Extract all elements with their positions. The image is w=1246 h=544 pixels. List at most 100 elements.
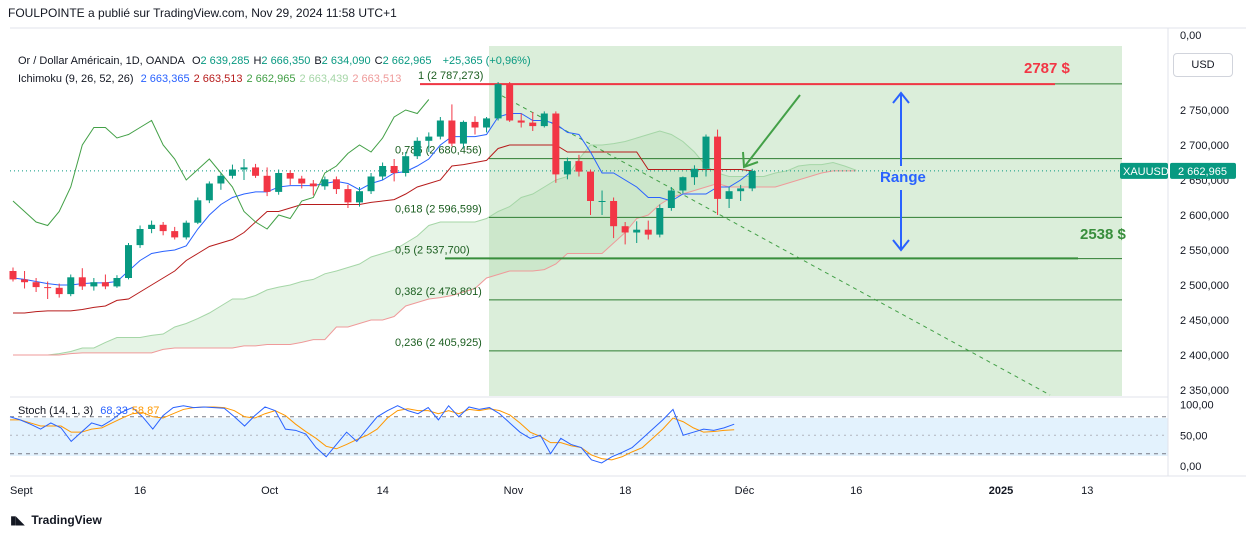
ohlc-key: H — [253, 55, 262, 67]
ichimoku-value: 2 662,965 — [246, 73, 296, 85]
symbol-legend: Or / Dollar Américain, 1D, OANDA O2 639,… — [18, 55, 535, 67]
candle-body — [598, 201, 606, 202]
candle-body — [125, 245, 132, 278]
candle-body — [78, 277, 86, 287]
candle-body — [563, 161, 571, 175]
support-label: 2538 $ — [1080, 226, 1127, 243]
stoch-tick-label: 0,00 — [1180, 461, 1201, 473]
last-price-badge — [1170, 162, 1236, 179]
ohlc-key: C — [374, 55, 383, 67]
candle-body — [644, 229, 652, 235]
tv-logo-icon: ▮◣ — [10, 513, 25, 527]
fib-level-label: 0,5 (2 537,700) — [395, 245, 470, 257]
fib-level-label: 0,618 (2 596,599) — [395, 203, 482, 215]
ohlc-c: C2 662,965 — [375, 55, 432, 67]
candle-body — [252, 167, 260, 176]
candle-body — [21, 279, 29, 283]
ichimoku-value: 2 663,513 — [193, 73, 243, 85]
trend-line — [494, 91, 1051, 396]
candle-body — [32, 282, 40, 288]
fib-level-label: 0,382 (2 478,801) — [395, 286, 482, 298]
candle-body — [575, 161, 583, 172]
stoch-legend: Stoch (14, 1, 3) 68,33 58,87 — [18, 405, 167, 417]
candle-body — [171, 231, 179, 238]
stoch-band-fill — [10, 418, 1168, 456]
candle-body — [367, 176, 375, 192]
candle-body — [725, 191, 733, 199]
ichimoku-value: 2 663,513 — [352, 73, 402, 85]
candle-body — [540, 113, 548, 127]
time-tick-label: 2025 — [989, 485, 1013, 497]
candle-body — [459, 121, 467, 144]
ohlc-values: O2 639,285 H2 666,350 B2 634,090 C2 662,965 — [192, 55, 436, 67]
candle-body — [379, 166, 387, 177]
candle-body — [436, 120, 444, 137]
candle-body — [690, 168, 698, 178]
candle-body — [55, 287, 63, 295]
candle-body — [228, 169, 236, 176]
ohlc-b: B2 634,090 — [314, 55, 370, 67]
candle-body — [332, 179, 340, 190]
candle-body — [748, 170, 756, 189]
time-tick-label: 14 — [377, 485, 389, 497]
price-tick-label: 2 750,000 — [1180, 105, 1229, 117]
price-tick-label: 2 500,000 — [1180, 280, 1229, 292]
candle-body — [321, 179, 329, 187]
ohlc-value: 2 662,965 — [382, 55, 432, 67]
price-tick-label: 2 350,000 — [1180, 385, 1229, 397]
tv-brand-text: TradingView — [31, 513, 102, 527]
price-change: +25,365 (+0,96%) — [442, 55, 531, 67]
annotation-arrowhead — [742, 151, 759, 169]
price-tick-label: 2 700,000 — [1180, 140, 1229, 152]
candle-body — [402, 156, 410, 173]
candle-body — [621, 226, 629, 233]
candle-body — [529, 122, 537, 127]
price-tick-label: 2 550,000 — [1180, 245, 1229, 257]
price-axis-top-label: 0,00 — [1180, 30, 1201, 42]
candle-body — [298, 178, 306, 184]
ohlc-o: O2 639,285 — [192, 55, 250, 67]
currency-button[interactable]: USD — [1173, 53, 1233, 77]
candle-body — [101, 282, 109, 287]
publisher-header: FOULPOINTE a publié sur TradingView.com,… — [8, 6, 397, 20]
candle-body — [67, 277, 75, 295]
candle-body — [182, 222, 190, 238]
time-tick-label: Déc — [735, 485, 755, 497]
time-tick-label: 13 — [1081, 485, 1093, 497]
candle-body — [344, 189, 352, 203]
time-axis: Sept 16 Oct 14 Nov 18 Déc 16 2025 13 — [10, 485, 1093, 497]
candle-body — [44, 287, 52, 289]
candle-body — [506, 84, 514, 121]
stoch-tick-label: 50,00 — [1180, 430, 1208, 442]
tradingview-logo[interactable]: ▮◣ TradingView — [10, 513, 102, 527]
price-tick-label: 2 450,000 — [1180, 315, 1229, 327]
candle-body — [656, 208, 664, 235]
ohlc-value: 2 634,090 — [321, 55, 371, 67]
fib-level-label: 1 (2 787,273) — [418, 70, 483, 82]
stoch-d-line — [10, 406, 735, 461]
symbol-badge — [1120, 162, 1168, 179]
ichimoku-value: 2 663,439 — [299, 73, 349, 85]
candle-body — [9, 271, 17, 280]
candle-body — [136, 229, 144, 246]
range-arrowhead-down — [892, 239, 910, 252]
time-tick-label: Sept — [10, 485, 33, 497]
ohlc-key: O — [191, 55, 201, 67]
candle-body — [667, 190, 675, 208]
kijun-sen — [13, 144, 753, 314]
time-tick-label: 16 — [134, 485, 146, 497]
candle-body — [275, 173, 283, 192]
range-arrowhead-up — [892, 91, 910, 104]
candle-body — [483, 118, 491, 128]
candle-body — [194, 200, 202, 223]
candle-body — [286, 173, 294, 179]
ichimoku-values: 2 663,365 2 663,513 2 662,965 2 663,439 2 66… — [141, 73, 406, 85]
stoch-tick-label: 100,00 — [1180, 400, 1214, 412]
candle-body — [714, 136, 722, 199]
stoch-label: Stoch (14, 1, 3) — [18, 405, 94, 417]
candle-body — [702, 136, 710, 169]
candle-body — [425, 136, 433, 141]
